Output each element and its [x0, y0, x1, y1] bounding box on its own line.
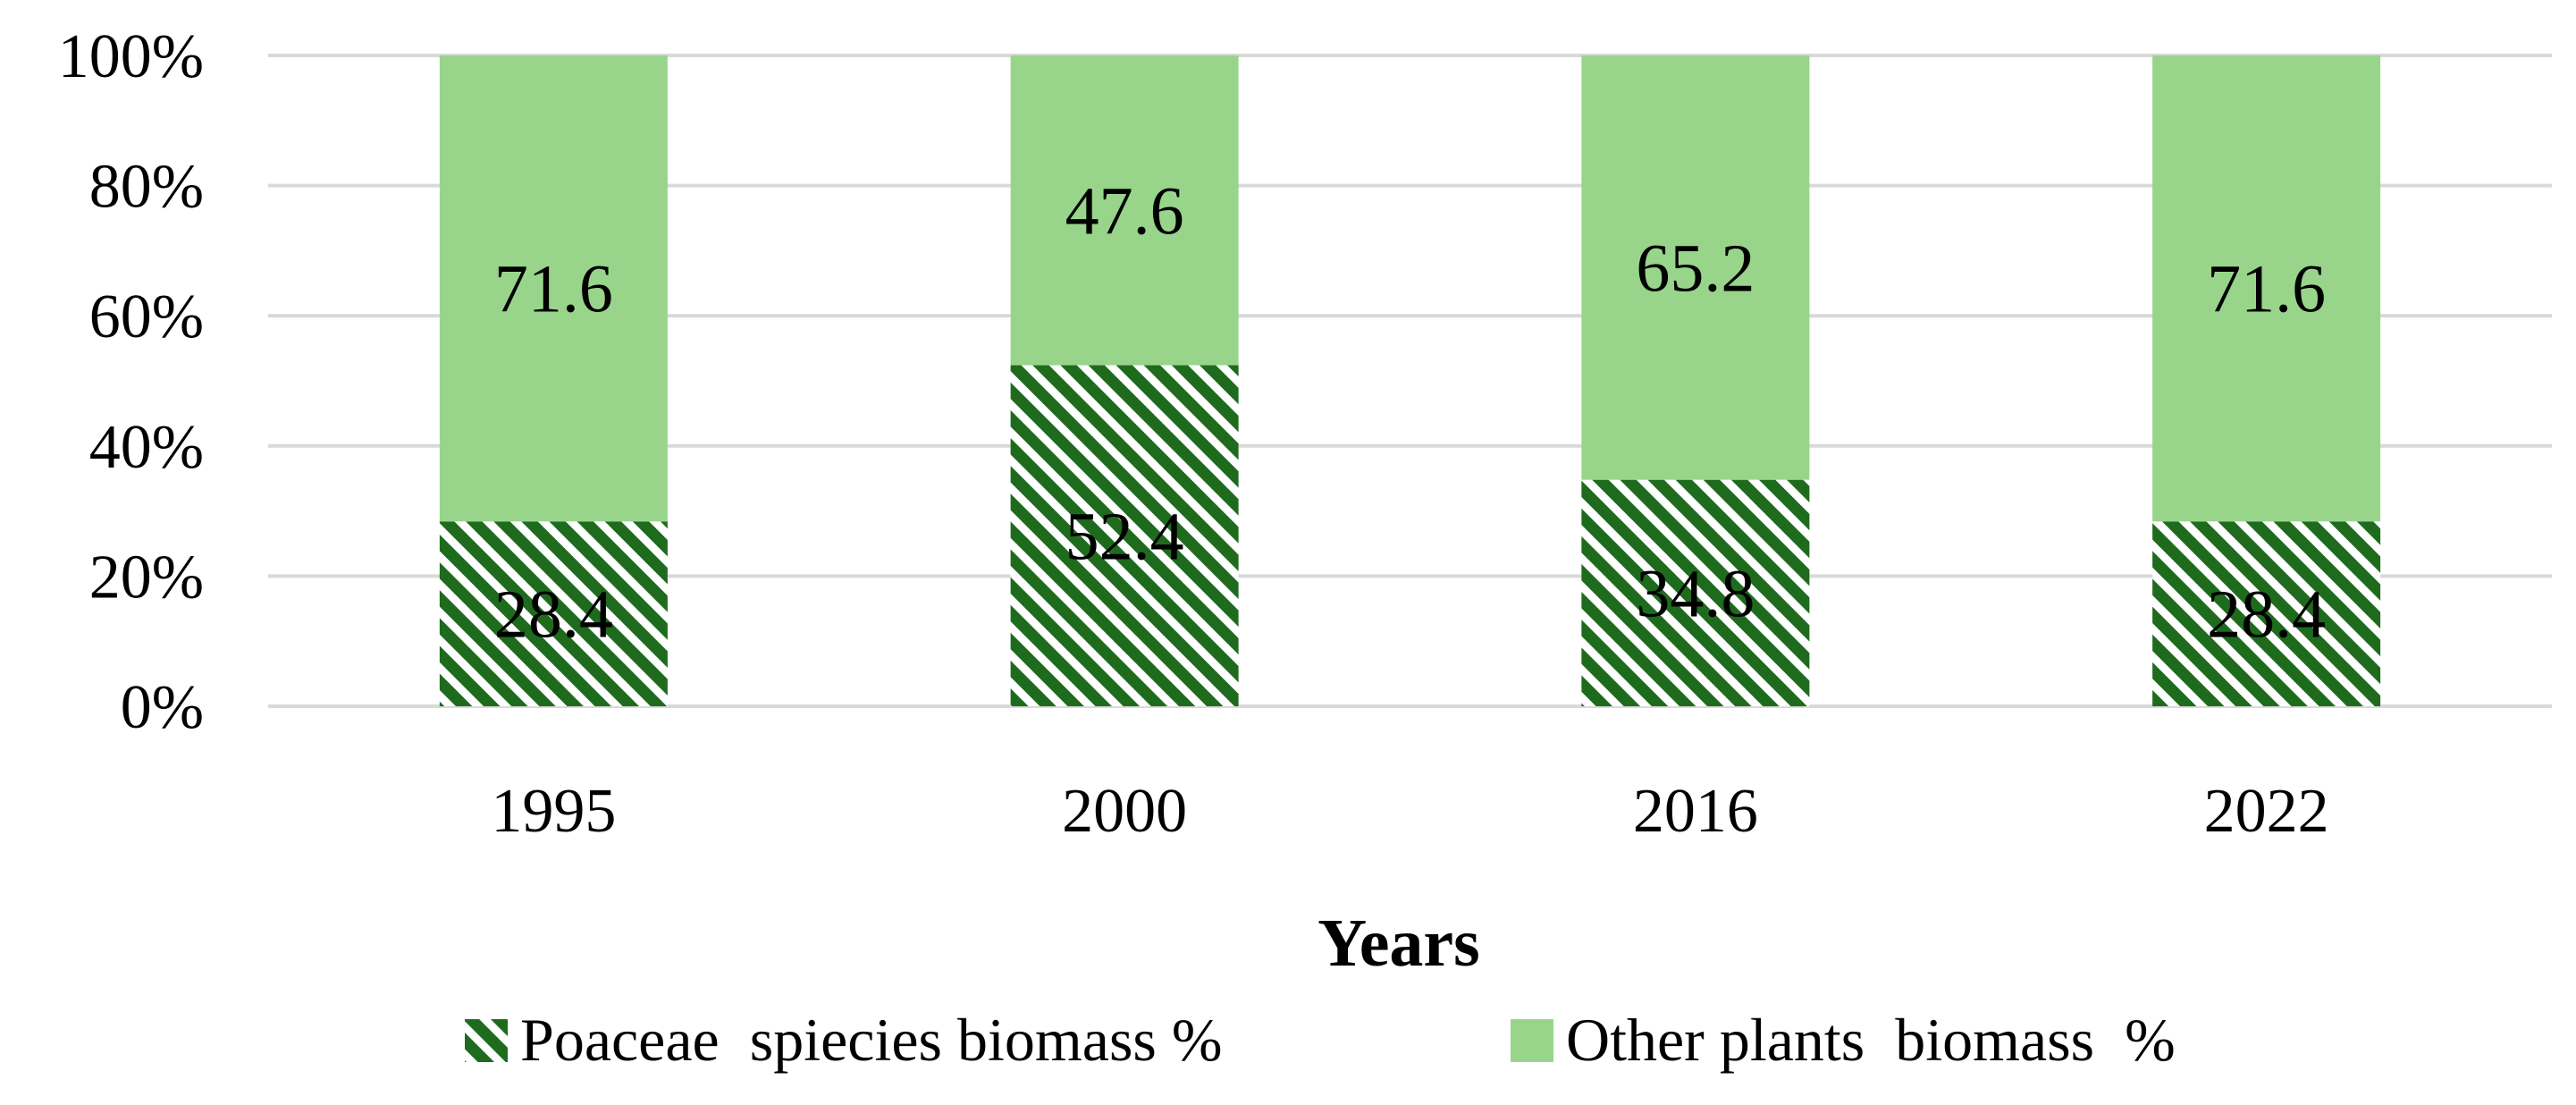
bar-segment-other-plants-2016 [1581, 55, 1810, 480]
bar-segment-poaceae-2016 [1581, 479, 1810, 706]
x-tick-label: 2016 [1633, 777, 1758, 846]
data-label: 28.4 [2207, 578, 2326, 653]
bar-segment-other-plants-1995 [439, 55, 668, 522]
bars: 28.4 71.6 52.4 47.6 34.8 65.2 28.4 71.6 [439, 55, 2381, 706]
bar-segment-poaceae-2000 [1010, 365, 1239, 706]
x-axis-ticks: 1995 2000 2016 2022 [491, 777, 2328, 846]
legend-label-other-plants: Other plants biomass % [1566, 1006, 2176, 1074]
y-tick-label: 40% [89, 413, 204, 482]
bar-segment-other-plants-2022 [2152, 55, 2381, 522]
y-tick-label: 20% [89, 543, 204, 612]
data-label: 34.8 [1636, 556, 1755, 631]
data-label: 71.6 [494, 252, 613, 327]
data-label: 65.2 [1636, 231, 1755, 306]
legend: Poaceae spiecies biomass % Other plants … [465, 1006, 2176, 1074]
x-tick-label: 2000 [1062, 777, 1187, 846]
legend-swatch-other-plants [1511, 1019, 1553, 1062]
y-tick-label: 80% [89, 153, 204, 222]
bar-segment-poaceae-1995 [439, 521, 668, 706]
data-label: 47.6 [1065, 173, 1184, 249]
x-tick-label: 1995 [491, 777, 616, 846]
data-label: 52.4 [1065, 499, 1184, 574]
y-tick-label: 0% [121, 673, 204, 742]
data-label: 28.4 [494, 578, 613, 653]
x-axis-title: Years [1317, 906, 1480, 981]
bar-segment-other-plants-2000 [1010, 55, 1239, 366]
x-tick-label: 2022 [2204, 777, 2329, 846]
y-tick-label: 100% [58, 22, 204, 91]
y-axis-ticks: 0% 20% 40% 60% 80% 100% [58, 22, 204, 742]
data-label: 71.6 [2207, 252, 2326, 327]
legend-swatch-poaceae [465, 1019, 508, 1062]
legend-label-poaceae: Poaceae spiecies biomass % [520, 1006, 1223, 1074]
bar-segment-poaceae-2022 [2152, 521, 2381, 706]
y-tick-label: 60% [89, 283, 204, 351]
